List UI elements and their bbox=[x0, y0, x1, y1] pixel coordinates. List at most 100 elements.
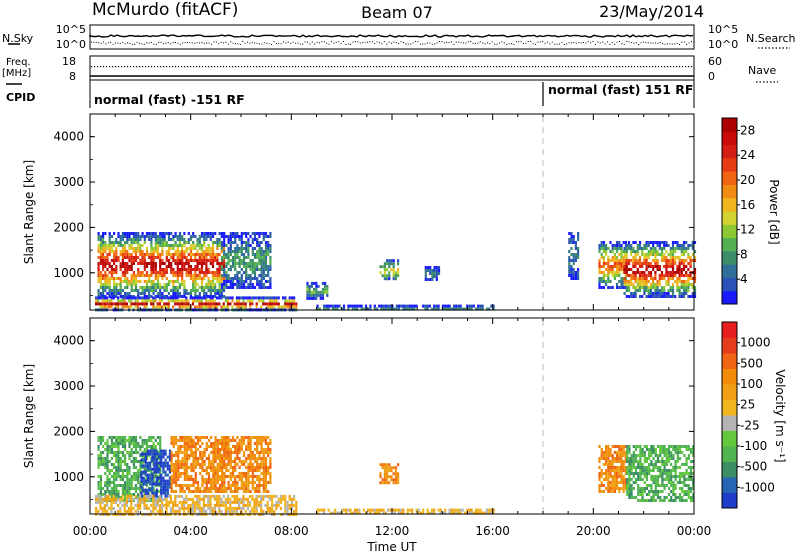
echo-cell bbox=[397, 271, 400, 275]
echo-cell bbox=[574, 256, 577, 259]
echo-cell bbox=[115, 469, 118, 472]
echo-cell bbox=[192, 469, 195, 472]
echo-cell bbox=[288, 302, 291, 306]
echo-cell bbox=[162, 485, 165, 489]
echo-cell bbox=[128, 256, 131, 259]
echo-cell bbox=[156, 280, 160, 283]
echo-cell bbox=[225, 274, 228, 277]
echo-cell bbox=[227, 442, 230, 445]
echo-cell bbox=[227, 238, 230, 241]
echo-cell bbox=[207, 478, 211, 481]
echo-cell bbox=[251, 487, 254, 490]
echo-cell bbox=[160, 482, 163, 486]
echo-cell bbox=[613, 475, 616, 478]
echo-cell bbox=[229, 302, 232, 306]
echo-cell bbox=[611, 454, 614, 457]
nave-point bbox=[103, 66, 105, 68]
echo-cell bbox=[99, 250, 102, 253]
echo-cell bbox=[598, 268, 601, 271]
echo-cell bbox=[121, 460, 124, 463]
echo-cell bbox=[209, 289, 212, 292]
echo-cell bbox=[338, 304, 341, 308]
echo-cell bbox=[185, 271, 188, 274]
echo-cell bbox=[154, 235, 157, 238]
echo-cell bbox=[682, 241, 686, 244]
echo-cell bbox=[200, 247, 204, 250]
echo-cell bbox=[647, 274, 650, 277]
echo-cell bbox=[216, 490, 219, 493]
echo-cell bbox=[185, 259, 188, 262]
echo-cell bbox=[143, 296, 146, 300]
echo-cell bbox=[214, 451, 217, 454]
echo-cell bbox=[623, 256, 626, 259]
echo-cell bbox=[139, 259, 142, 262]
echo-cell bbox=[687, 247, 690, 250]
echo-cell bbox=[602, 244, 605, 247]
echo-cell bbox=[609, 481, 612, 484]
echo-cell bbox=[181, 274, 184, 277]
echo-cell bbox=[150, 232, 153, 235]
echo-cell bbox=[123, 305, 126, 309]
echo-cell bbox=[117, 283, 120, 286]
echo-cell bbox=[139, 500, 142, 504]
echo-cell bbox=[161, 296, 164, 300]
echo-cell bbox=[570, 253, 573, 256]
echo-cell bbox=[210, 490, 213, 493]
echo-cell bbox=[148, 274, 151, 277]
echo-cell bbox=[574, 241, 577, 244]
echo-cell bbox=[196, 494, 199, 498]
echo-cell bbox=[214, 490, 217, 493]
echo-cell bbox=[448, 307, 451, 311]
echo-cell bbox=[183, 466, 186, 469]
echo-cell bbox=[149, 452, 152, 456]
echo-cell bbox=[242, 280, 246, 283]
echo-cell bbox=[137, 232, 140, 235]
echo-cell bbox=[238, 259, 241, 262]
echo-cell bbox=[388, 274, 391, 278]
nsearch-point bbox=[628, 41, 630, 43]
echo-cell bbox=[183, 232, 186, 235]
nave-point bbox=[151, 66, 153, 68]
echo-cell bbox=[124, 235, 127, 238]
echo-cell bbox=[383, 472, 386, 476]
echo-cell bbox=[682, 289, 686, 292]
echo-cell bbox=[667, 271, 670, 274]
echo-cell bbox=[183, 497, 186, 501]
echo-cell bbox=[242, 247, 246, 250]
echo-cell bbox=[379, 271, 382, 275]
echo-cell bbox=[388, 262, 391, 266]
echo-cell bbox=[682, 268, 686, 271]
echo-cell bbox=[654, 256, 657, 259]
echo-cell bbox=[455, 307, 458, 311]
echo-cell bbox=[141, 244, 144, 247]
echo-cell bbox=[671, 286, 675, 289]
echo-cell bbox=[388, 481, 391, 485]
echo-cell bbox=[319, 290, 322, 294]
echo-cell bbox=[267, 445, 270, 448]
echo-cell bbox=[269, 247, 272, 250]
echo-cell bbox=[143, 503, 146, 507]
echo-cell bbox=[214, 283, 217, 286]
echo-cell bbox=[199, 445, 202, 448]
echo-cell bbox=[198, 235, 201, 238]
echo-cell bbox=[249, 460, 252, 463]
echo-cell bbox=[572, 271, 575, 274]
echo-cell bbox=[158, 299, 161, 303]
echo-cell bbox=[128, 268, 131, 271]
echo-cell bbox=[685, 271, 688, 274]
echo-cell bbox=[388, 265, 391, 269]
echo-cell bbox=[163, 497, 166, 501]
echo-cell bbox=[130, 451, 133, 454]
echo-cell bbox=[238, 299, 241, 303]
echo-cell bbox=[218, 484, 222, 487]
echo-cell bbox=[153, 494, 156, 498]
echo-cell bbox=[643, 253, 646, 256]
echo-cell bbox=[277, 497, 280, 501]
echo-cell bbox=[267, 280, 270, 283]
echo-cell bbox=[139, 235, 142, 238]
echo-cell bbox=[235, 506, 238, 510]
echo-cell bbox=[649, 271, 653, 274]
echo-cell bbox=[119, 280, 122, 283]
echo-cell bbox=[170, 268, 173, 271]
echo-cell bbox=[101, 302, 104, 306]
